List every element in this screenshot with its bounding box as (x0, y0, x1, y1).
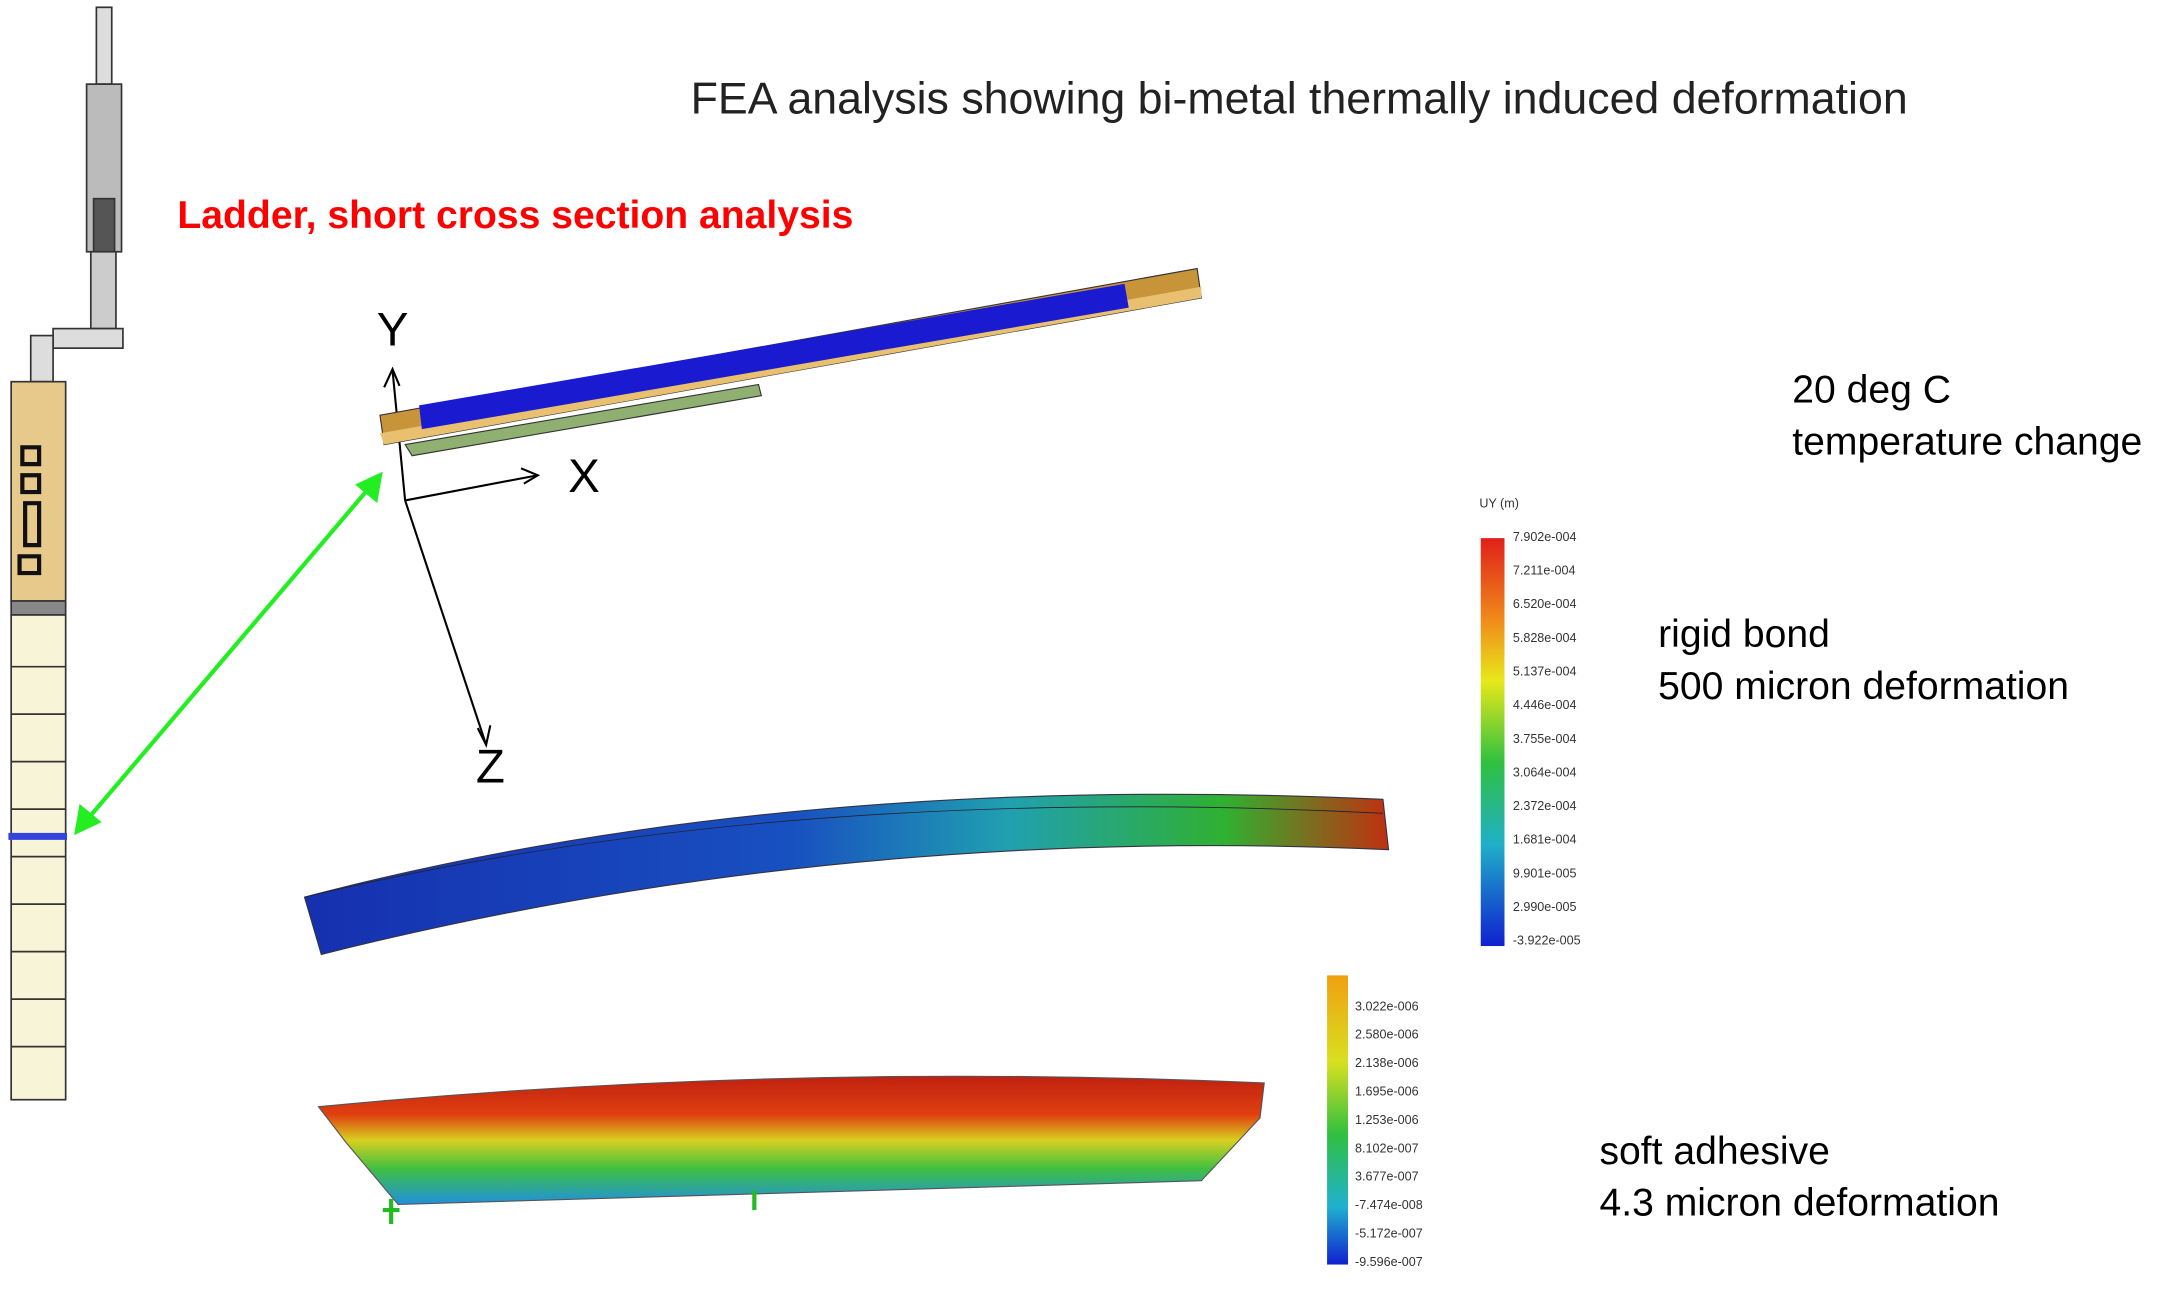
slide: FEA analysis showing bi-metal thermally … (0, 0, 2182, 1290)
annotation: rigid bond (1658, 613, 1830, 656)
link-arrow (77, 475, 380, 831)
colorbar-label: 2.580e-006 (1355, 1028, 1419, 1042)
colorbar-label: -7.474e-008 (1355, 1198, 1423, 1212)
colorbar-label: 5.828e-004 (1513, 631, 1577, 645)
colorbar-label: 8.102e-007 (1355, 1141, 1419, 1155)
colorbar-label: 4.446e-004 (1513, 698, 1577, 712)
ladder-drawing (8, 7, 123, 1099)
axis-label-x: X (568, 450, 600, 503)
beam-model (380, 269, 1201, 456)
colorbar-label: 3.064e-004 (1513, 765, 1577, 779)
annotation: temperature change (1792, 420, 2142, 463)
subtitle: Ladder, short cross section analysis (177, 194, 853, 237)
colorbar (1481, 538, 1505, 946)
colorbar-labels: 7.902e-004 7.211e-004 6.520e-004 5.828e-004… (1355, 530, 1581, 1269)
colorbar-label: -5.172e-007 (1355, 1227, 1423, 1241)
colorbar-label: 1.681e-004 (1513, 833, 1577, 847)
annotation: 20 deg C (1792, 369, 1951, 412)
colorbar-label: 2.990e-005 (1513, 900, 1577, 914)
colorbar-label: -3.922e-005 (1513, 934, 1581, 948)
colorbar-label: 7.211e-004 (1513, 564, 1576, 578)
colorbar-label: 6.520e-004 (1513, 597, 1577, 611)
colorbar-label: 2.372e-004 (1513, 799, 1577, 813)
slide-title: FEA analysis showing bi-metal thermally … (691, 74, 1908, 123)
annotation: 4.3 micron deformation (1599, 1182, 1999, 1225)
colorbar-label: 3.022e-006 (1355, 999, 1419, 1013)
annotation: soft adhesive (1599, 1130, 1829, 1173)
rigid-bond-result (305, 794, 1389, 954)
colorbar-label: 3.677e-007 (1355, 1170, 1419, 1184)
colorbar-label: 2.138e-006 (1355, 1056, 1419, 1070)
axis-label-z: Z (476, 741, 505, 794)
colorbar-label: 5.137e-004 (1513, 664, 1577, 678)
colorbar-label: 3.755e-004 (1513, 732, 1577, 746)
colorbar-label: 1.695e-006 (1355, 1085, 1419, 1099)
colorbar-label: 9.901e-005 (1513, 866, 1577, 880)
colorbar-label: 1.253e-006 (1355, 1113, 1419, 1127)
soft-adhesive-result (318, 1076, 1264, 1224)
axis-label-y: Y (377, 303, 409, 356)
annotation: 500 micron deformation (1658, 665, 2069, 708)
colorbar-label: -9.596e-007 (1355, 1255, 1423, 1269)
colorbar (1327, 975, 1348, 1264)
colorbar-title: UY (m) (1479, 496, 1519, 510)
colorbar-label: 7.902e-004 (1513, 530, 1577, 544)
